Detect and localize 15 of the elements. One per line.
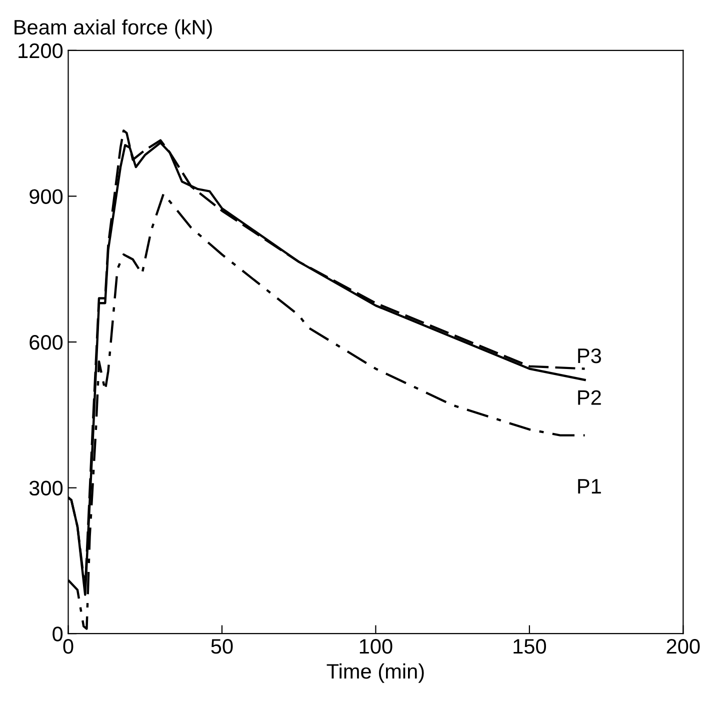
y-axis-title: Beam axial force (kN) <box>14 19 212 39</box>
x-tick-label: 200 <box>666 639 700 654</box>
x-tick-label: 150 <box>514 639 546 654</box>
x-tick-label: 100 <box>360 639 392 654</box>
x-tick-label: 50 <box>211 639 233 654</box>
text: P1 <box>578 479 601 494</box>
y-tick-label: 0 <box>52 626 63 642</box>
x-tick-label: 0 <box>63 639 74 654</box>
y-tick-label: 600 <box>30 335 63 350</box>
y-tick-label: 300 <box>29 480 63 496</box>
series-label: P2 <box>578 390 601 405</box>
y-tick-label: 900 <box>30 189 63 204</box>
x-axis-title: Time (min) <box>326 663 424 683</box>
y-tick-label: 1200 <box>18 43 63 58</box>
series-label: P3 <box>578 348 602 364</box>
